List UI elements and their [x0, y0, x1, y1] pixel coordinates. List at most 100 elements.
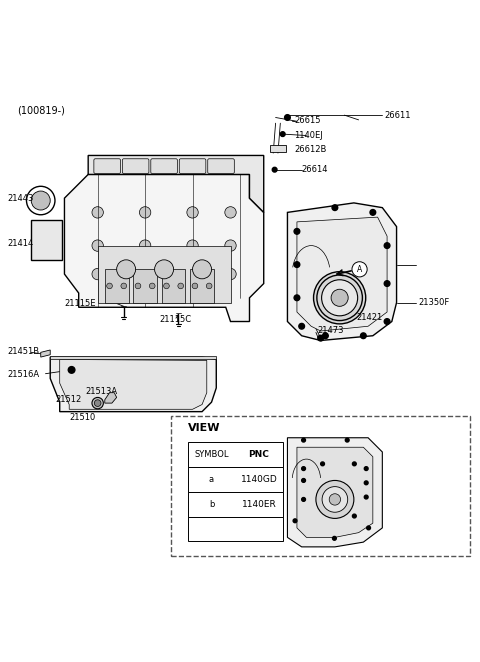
Circle shape — [178, 283, 183, 289]
Circle shape — [321, 532, 335, 545]
Circle shape — [107, 283, 112, 289]
FancyBboxPatch shape — [94, 159, 120, 173]
Polygon shape — [50, 355, 216, 359]
Circle shape — [360, 333, 366, 338]
Polygon shape — [97, 246, 230, 303]
Circle shape — [294, 228, 300, 234]
Text: VIEW: VIEW — [188, 423, 220, 433]
Circle shape — [139, 268, 151, 280]
Text: 26615: 26615 — [295, 117, 321, 125]
Text: b: b — [371, 480, 375, 486]
Circle shape — [293, 519, 297, 523]
Circle shape — [364, 467, 368, 471]
Circle shape — [135, 283, 141, 289]
Circle shape — [369, 521, 382, 534]
FancyBboxPatch shape — [208, 159, 234, 173]
Circle shape — [139, 240, 151, 252]
Text: 21510: 21510 — [69, 413, 96, 422]
Circle shape — [203, 496, 220, 512]
Circle shape — [95, 400, 101, 406]
Text: a: a — [352, 437, 356, 443]
Circle shape — [290, 493, 303, 506]
Circle shape — [225, 207, 236, 218]
FancyBboxPatch shape — [188, 516, 283, 541]
Text: 21421: 21421 — [356, 313, 383, 322]
Text: a: a — [209, 475, 214, 484]
Circle shape — [187, 268, 198, 280]
Text: 1140GD: 1140GD — [240, 475, 277, 484]
Text: 21451B: 21451B — [8, 348, 40, 356]
Polygon shape — [288, 203, 396, 340]
FancyBboxPatch shape — [31, 220, 62, 260]
FancyBboxPatch shape — [188, 442, 283, 467]
Text: 21443: 21443 — [8, 194, 34, 203]
Text: a: a — [373, 525, 377, 531]
Circle shape — [333, 536, 336, 540]
Circle shape — [367, 526, 371, 530]
Text: a: a — [371, 465, 375, 471]
Circle shape — [206, 283, 212, 289]
Circle shape — [332, 205, 338, 211]
Circle shape — [139, 207, 151, 218]
Text: 21473: 21473 — [317, 326, 344, 335]
Text: a: a — [295, 465, 299, 471]
Polygon shape — [50, 357, 216, 412]
Circle shape — [370, 210, 376, 215]
FancyBboxPatch shape — [122, 159, 149, 173]
Text: b: b — [359, 513, 363, 519]
Circle shape — [187, 240, 198, 252]
Polygon shape — [64, 174, 264, 322]
Circle shape — [384, 318, 390, 324]
Circle shape — [329, 494, 341, 505]
Text: 21350F: 21350F — [418, 298, 449, 307]
Circle shape — [331, 289, 348, 307]
Circle shape — [364, 495, 368, 499]
Circle shape — [294, 261, 300, 267]
FancyBboxPatch shape — [151, 159, 178, 173]
Polygon shape — [105, 393, 117, 403]
Circle shape — [301, 467, 305, 471]
Circle shape — [366, 476, 380, 489]
Text: 21414: 21414 — [8, 239, 34, 248]
Circle shape — [149, 283, 155, 289]
Circle shape — [316, 481, 354, 518]
Text: 21513A: 21513A — [86, 387, 118, 396]
Circle shape — [205, 419, 222, 436]
Circle shape — [352, 514, 356, 518]
Text: a: a — [371, 494, 375, 500]
FancyBboxPatch shape — [270, 146, 286, 152]
Text: 21516A: 21516A — [8, 370, 40, 379]
FancyBboxPatch shape — [179, 159, 206, 173]
Circle shape — [92, 207, 103, 218]
Polygon shape — [297, 448, 373, 538]
Circle shape — [323, 333, 328, 338]
FancyBboxPatch shape — [188, 492, 283, 516]
Polygon shape — [60, 359, 207, 409]
Polygon shape — [41, 350, 50, 357]
Text: 26611: 26611 — [384, 111, 411, 120]
Circle shape — [92, 397, 103, 409]
Circle shape — [366, 462, 380, 475]
Circle shape — [68, 367, 75, 373]
Circle shape — [225, 268, 236, 280]
Polygon shape — [133, 269, 157, 303]
Circle shape — [322, 487, 348, 512]
Circle shape — [290, 434, 303, 447]
Circle shape — [203, 471, 220, 488]
Circle shape — [290, 474, 303, 487]
Circle shape — [345, 438, 349, 442]
Text: a: a — [325, 536, 330, 542]
Circle shape — [290, 462, 303, 475]
Circle shape — [322, 280, 358, 316]
Circle shape — [309, 457, 323, 471]
Circle shape — [192, 260, 212, 279]
Polygon shape — [162, 269, 185, 303]
Circle shape — [321, 462, 324, 466]
Circle shape — [121, 283, 127, 289]
Text: 26612B: 26612B — [295, 145, 327, 154]
Text: b: b — [295, 477, 299, 483]
Circle shape — [299, 324, 304, 329]
Text: b: b — [359, 461, 363, 467]
Text: 1140ER: 1140ER — [241, 500, 276, 508]
Circle shape — [384, 281, 390, 287]
